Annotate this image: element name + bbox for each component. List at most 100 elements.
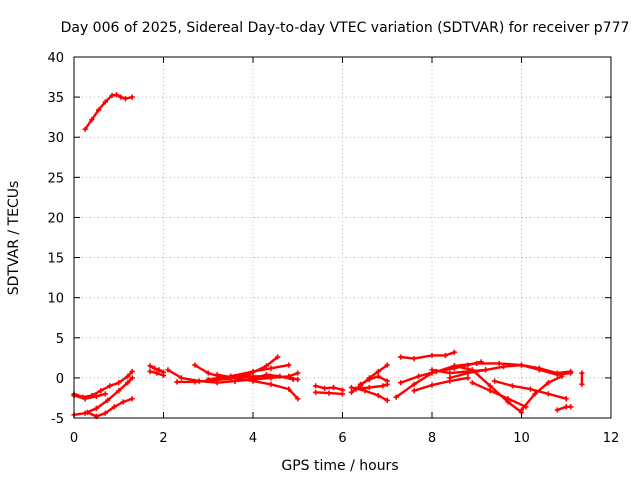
series-line [215,373,299,400]
series-track-x [447,362,574,381]
data-point [339,391,346,397]
data-point [102,410,108,416]
data-point [268,365,274,371]
data-point [429,352,435,359]
series-track-j [214,372,301,402]
data-point [82,396,88,402]
data-point [532,391,538,397]
data-point [286,373,292,379]
data-point [122,96,129,102]
series-line [314,384,344,392]
data-point [120,399,126,405]
data-point [487,383,493,389]
series-track-s [398,349,457,362]
data-point [118,94,124,100]
data-point [487,388,493,394]
y-tick-label: -5 [51,412,64,427]
data-point [501,364,507,370]
data-point [348,389,355,395]
data-point [563,404,569,410]
data-point [380,383,386,389]
data-point [313,389,319,395]
data-point [295,396,301,402]
data-point [147,363,153,369]
data-point [559,373,565,379]
data-point [429,382,435,388]
data-point [447,370,453,376]
data-point [554,372,560,378]
y-tick-label: 10 [47,292,64,307]
data-point [411,381,417,387]
data-point [205,376,211,383]
data-point [268,375,274,381]
data-point [214,372,220,378]
data-point [375,392,381,399]
y-tick-label: 5 [56,332,64,347]
axis-ticks [73,56,612,419]
series-track-v [411,375,471,394]
series-track-ab [518,373,565,413]
data-point [82,126,88,132]
y-tick-label: 0 [56,372,64,387]
y-tick-label: 40 [47,51,64,66]
data-point [393,394,399,400]
data-point [192,379,198,385]
tick-labels: 0 2 4 6 8 10 12 -5 0 5 10 15 20 25 30 35 40 [47,51,619,446]
data-point [263,363,270,369]
data-point [429,367,435,373]
series-track-c [71,391,108,402]
data-point [322,385,328,391]
data-point [129,368,135,375]
data-point [415,373,422,379]
series-track-ad [579,370,585,387]
data-point [366,384,372,391]
data-point [192,362,198,368]
y-axis-label: SDTVAR / TECUs [6,181,22,296]
data-point [125,380,131,386]
data-point [160,372,167,379]
data-point [509,383,516,389]
data-point [232,378,238,384]
y-tick-label: 20 [47,211,64,226]
data-point [518,407,525,413]
data-point [384,362,390,368]
y-tick-label: 35 [47,91,64,106]
data-point [96,107,102,113]
data-point [268,381,274,387]
data-point [102,391,108,397]
data-point [465,375,471,381]
series-line [72,392,107,400]
data-point [165,367,171,373]
y-tick-label: 30 [47,131,64,146]
data-point [465,370,471,376]
data-point [275,354,281,360]
series-line [520,375,563,412]
data-point [250,376,256,383]
data-point [93,393,99,399]
x-tick-label: 4 [249,431,257,446]
data-point [151,365,158,371]
y-tick-label: 25 [47,171,64,186]
data-point [568,370,574,376]
series-track-k [205,362,292,383]
data-point [129,396,135,402]
data-point [353,386,359,392]
data-point [129,94,135,100]
data-point [326,390,332,396]
data-point [366,376,372,383]
series-track-n [313,389,346,397]
data-point [384,397,390,403]
data-point [116,380,122,386]
data-point [286,362,292,368]
data-point [579,370,585,376]
data-point [107,383,113,389]
data-point [518,362,525,368]
series-track-d [84,396,135,419]
data-point [348,384,355,391]
data-point [579,381,585,387]
data-point [156,367,162,373]
data-point [154,370,160,376]
series-line [471,381,528,408]
data-point [527,386,534,392]
